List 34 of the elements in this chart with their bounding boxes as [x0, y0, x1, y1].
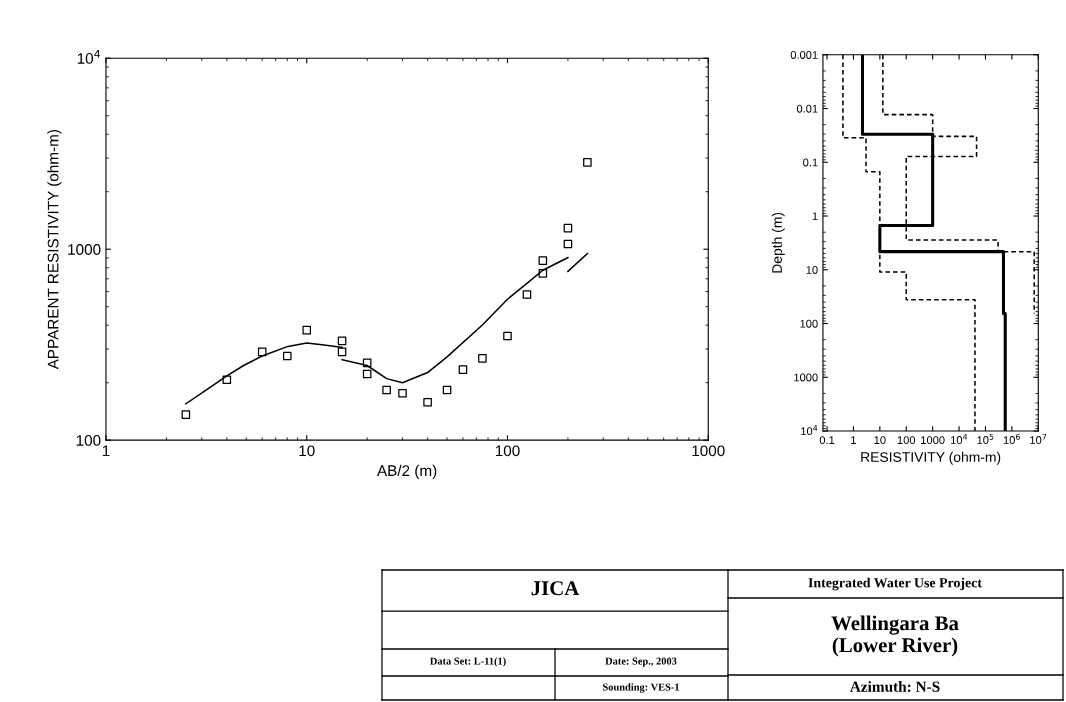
y-tick-label: 100 — [800, 319, 818, 328]
y-axis-title: Depth (m) — [771, 212, 785, 273]
y-tick-label: 0.01 — [796, 104, 818, 113]
text: Integrated Water Use Project — [808, 577, 982, 591]
text: Sounding: VES-1 — [603, 683, 680, 693]
x-tick-label: 10$^{5}$ — [977, 433, 994, 444]
y-axis-title: APPARENT RESISTIVITY (ohm-m) — [47, 130, 62, 370]
x-axis-title: AB/2 (m) — [377, 464, 437, 480]
x-tick-label: 1000 — [921, 436, 945, 445]
y-tick-label: 1 — [812, 212, 818, 221]
text: JICA — [531, 581, 580, 596]
x-tick-label: 1000 — [692, 445, 725, 457]
text: Date: Sep., 2003 — [605, 657, 677, 667]
text: Azimuth: N-S — [849, 681, 940, 692]
text: Data Set: L-11(1) — [430, 657, 506, 667]
x-tick-label: 10$^{7}$ — [1030, 433, 1047, 444]
x-tick-label: 1 — [851, 436, 856, 444]
y-tick-label: 10 — [806, 266, 818, 274]
y-tick-label: 1000 — [794, 373, 818, 382]
x-tick-label: 100 — [897, 436, 916, 445]
x-tick-label: 10$^{6}$ — [1003, 433, 1020, 444]
x-axis-title: RESISTIVITY (ohm-m) — [861, 451, 1001, 465]
x-tick-label: 1 — [102, 445, 110, 457]
x-tick-label: 10 — [299, 445, 315, 457]
y-tick-label: 10$^{4}$ — [801, 425, 818, 436]
y-tick-label: 10$^{4}$ — [77, 50, 100, 64]
x-tick-label: 0.1 — [819, 436, 835, 445]
y-tick-label: 0.1 — [803, 158, 818, 167]
x-tick-label: 100 — [495, 445, 520, 457]
text: Wellingara Ba (Lower River) — [831, 615, 959, 657]
x-tick-label: 10$^{4}$ — [951, 433, 968, 444]
y-tick-label: 1000 — [68, 244, 101, 255]
y-tick-label: 0.001 — [790, 51, 818, 59]
x-tick-label: 10 — [874, 436, 886, 445]
